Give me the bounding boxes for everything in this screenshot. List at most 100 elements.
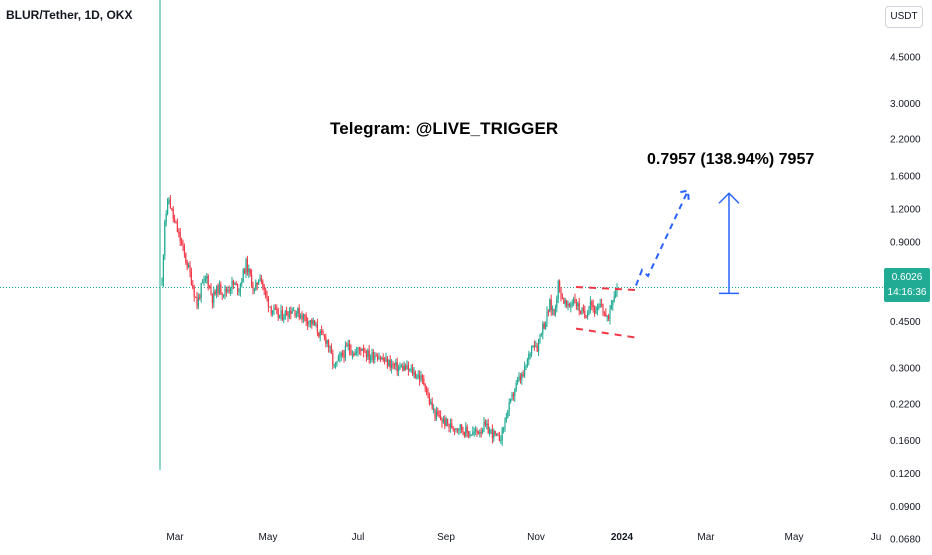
symbol-title: BLUR/Tether, 1D, OKX [6, 8, 133, 22]
candle-body [406, 365, 408, 370]
candle-body [178, 231, 180, 233]
candle-body [319, 330, 321, 337]
candle-body [564, 300, 566, 304]
candle-body [561, 297, 563, 299]
projection-path[interactable] [635, 189, 690, 286]
candle-body [515, 382, 517, 390]
candle-body [342, 353, 344, 356]
candle-body [427, 392, 429, 397]
candle-body [403, 365, 405, 371]
candle-body [181, 241, 183, 244]
candle-body [430, 402, 432, 404]
candle-body [244, 269, 246, 274]
candle-body [612, 301, 614, 306]
candle-body [237, 283, 239, 292]
candle-body [552, 309, 554, 311]
candle-body [524, 366, 526, 376]
candle-body [386, 357, 388, 366]
candle-body [210, 287, 212, 294]
candle-body [490, 429, 492, 431]
candle-body [496, 433, 498, 435]
candle-body [434, 408, 436, 419]
candle-body [528, 354, 530, 360]
candle-body [518, 376, 520, 380]
candle-body [431, 402, 433, 409]
candle-body [249, 268, 251, 275]
candle-body [356, 351, 358, 353]
candle-body [209, 286, 211, 288]
candle-body [228, 290, 230, 292]
candle-body [381, 357, 383, 360]
candle-body [472, 431, 474, 435]
candle-body [610, 305, 612, 310]
candle-body [315, 324, 317, 326]
y-tick-label: 0.1200 [890, 469, 921, 480]
candle-body [575, 303, 577, 307]
candle-body [476, 429, 478, 432]
candle-body [280, 310, 282, 315]
candle-body [603, 311, 605, 314]
y-tick-label: 0.2200 [890, 399, 921, 410]
candle-body [577, 303, 579, 307]
candle-body [594, 307, 596, 314]
measure-arrow-head[interactable] [718, 192, 740, 204]
x-tick-label: Mar [166, 532, 184, 543]
candle-body [361, 348, 363, 351]
candle-body [186, 261, 188, 268]
candle-body [259, 277, 261, 282]
candle-body [273, 307, 275, 312]
candle-body [190, 271, 192, 285]
y-tick-label: 2.2000 [890, 135, 921, 146]
candle-body [595, 310, 597, 314]
candle-body [225, 288, 227, 292]
candle-body [344, 345, 346, 358]
candle-body [498, 435, 500, 442]
candle-body [484, 421, 486, 426]
candle-body [316, 324, 318, 333]
candle-body [571, 303, 573, 305]
candle-body [343, 355, 345, 358]
candle-body [399, 366, 401, 368]
candle-body [550, 299, 552, 311]
candle-body [613, 296, 615, 302]
candle-body [606, 316, 608, 318]
candle-body [202, 282, 204, 284]
candle-body [214, 291, 216, 294]
candle-body [448, 423, 450, 427]
candle-body [350, 349, 352, 355]
candle-body [297, 308, 299, 314]
candle-body [501, 428, 503, 441]
y-tick-label: 0.9000 [890, 237, 921, 248]
candle-body [288, 310, 290, 318]
candle-body [231, 280, 233, 290]
candle-body [335, 362, 337, 365]
range-top-line[interactable] [575, 286, 637, 291]
currency-button[interactable]: USDT [885, 6, 923, 28]
candle-body [301, 315, 303, 320]
candle-body [329, 346, 331, 348]
candle-body [539, 335, 541, 340]
candle-body [458, 429, 460, 431]
candle-body [203, 278, 205, 283]
candle-body [437, 411, 439, 416]
candle-body [272, 311, 274, 314]
candle-body [211, 293, 213, 303]
x-tick-label: Ju [871, 532, 882, 543]
candle-body [232, 280, 234, 285]
candle-body [398, 367, 400, 372]
candle-body [449, 423, 451, 427]
candle-body [494, 430, 496, 435]
candle-body [423, 378, 425, 385]
range-bottom-line[interactable] [575, 327, 637, 339]
candle-body [533, 345, 535, 347]
candle-body [336, 361, 338, 363]
candle-body [333, 364, 335, 366]
candle-body [253, 289, 255, 291]
candle-body [290, 310, 292, 314]
candle-body [171, 208, 173, 210]
candle-body [512, 394, 514, 397]
candle-body [193, 287, 195, 297]
candle-body [337, 357, 339, 362]
candle-body [540, 333, 542, 336]
